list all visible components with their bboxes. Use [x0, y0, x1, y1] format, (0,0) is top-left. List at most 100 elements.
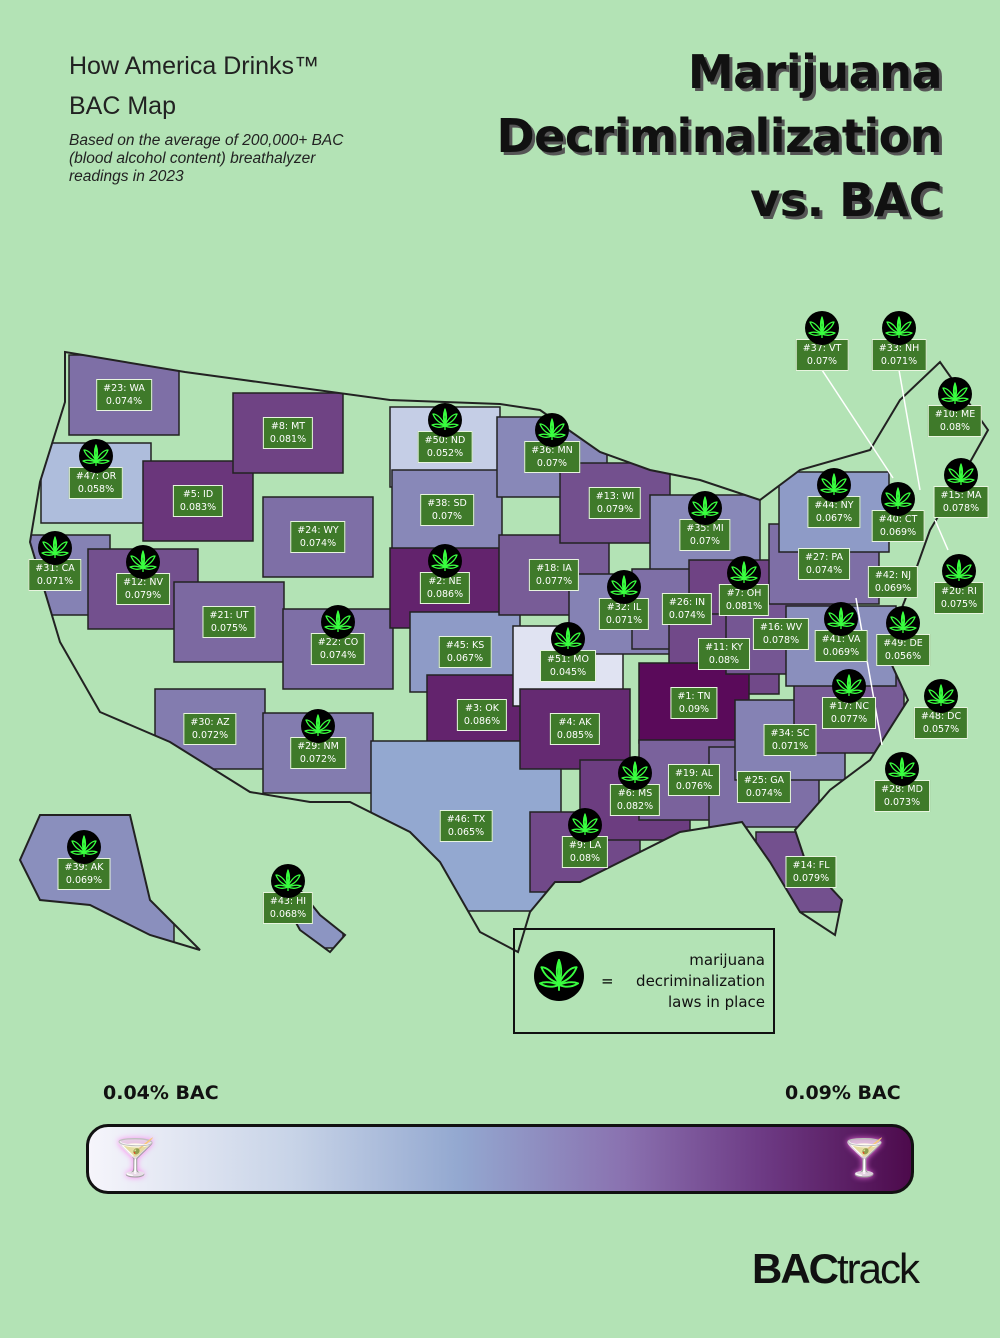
page-title: Marijuana Decriminalization vs. BAC: [496, 40, 942, 232]
state-bac: 0.067%: [815, 513, 853, 524]
state-rank: #36: MN: [531, 445, 573, 456]
state-rank: #50: ND: [424, 435, 466, 446]
state-rank: #51: MO: [547, 654, 589, 665]
state-rank: #1: TN: [677, 691, 711, 702]
state-bac: 0.072%: [191, 730, 229, 741]
cannabis-leaf-icon: [568, 808, 602, 842]
cannabis-leaf-icon: [942, 554, 976, 588]
cannabis-leaf-icon: [551, 622, 585, 656]
title-line: Marijuana: [687, 45, 943, 99]
state-rank: #38: SD: [427, 498, 467, 509]
state-label-ms: #6: MS 0.082%: [609, 784, 661, 816]
state-rank: #19: AL: [674, 768, 714, 779]
state-bac: 0.08%: [939, 422, 971, 433]
state-label-wy: #24: WY 0.074%: [290, 521, 346, 553]
state-rank: #15: MA: [940, 490, 982, 501]
cannabis-leaf-icon: [688, 491, 722, 525]
state-bac: 0.07%: [431, 511, 463, 522]
state-label-nj: #42: NJ 0.069%: [867, 566, 919, 598]
state-rank: #5: ID: [182, 489, 214, 500]
state-rank: #33: NH: [878, 343, 920, 354]
cannabis-leaf-icon: [618, 756, 652, 790]
title-line: Decriminalization: [496, 109, 942, 163]
state-label-ri: #20: RI 0.075%: [933, 582, 985, 614]
state-rank: #30: AZ: [190, 717, 230, 728]
state-bac: 0.09%: [678, 704, 710, 715]
cannabis-leaf-icon: [881, 482, 915, 516]
map-name: BAC Map: [69, 92, 176, 120]
cannabis-leaf-icon: [535, 413, 569, 447]
state-rank: #26: IN: [668, 597, 706, 608]
cannabis-leaf-icon: [79, 439, 113, 473]
brand-header: How America Drinks™ BAC Map: [69, 46, 319, 126]
cannabis-leaf-icon: [321, 605, 355, 639]
subtitle: Based on the average of 200,000+ BAC (bl…: [69, 132, 344, 185]
state-bac: 0.069%: [874, 583, 912, 594]
color-scale-bar: 🍸 🍸: [86, 1124, 914, 1194]
state-label-nd: #50: ND 0.052%: [417, 431, 473, 463]
state-bac: 0.074%: [805, 565, 843, 576]
state-rank: #39: AK: [64, 862, 104, 873]
state-bac: 0.045%: [549, 667, 587, 678]
scale-min-label: 0.04% BAC: [103, 1082, 219, 1104]
state-rank: #43: HI: [269, 896, 307, 907]
state-label-ky: #11: KY 0.08%: [698, 638, 750, 670]
state-bac: 0.074%: [745, 788, 783, 799]
state-bac: 0.076%: [675, 781, 713, 792]
state-bac: 0.073%: [883, 797, 921, 808]
cannabis-leaf-icon: [886, 606, 920, 640]
cannabis-leaf-icon: [38, 531, 72, 565]
state-rank: #37: VT: [802, 343, 842, 354]
state-bac: 0.08%: [708, 655, 740, 666]
state-label-tn: #1: TN 0.09%: [670, 687, 718, 719]
state-label-pa: #27: PA 0.074%: [798, 548, 850, 580]
state-region-id: [142, 460, 254, 542]
state-bac: 0.074%: [319, 650, 357, 661]
state-label-wa: #23: WA 0.074%: [96, 379, 152, 411]
state-rank: #22: CO: [317, 637, 359, 648]
cannabis-leaf-icon: [882, 311, 916, 345]
state-bac: 0.065%: [447, 827, 485, 838]
cannabis-leaf-icon: [885, 752, 919, 786]
state-bac: 0.086%: [426, 589, 464, 600]
state-label-mt: #8: MT 0.081%: [262, 417, 314, 449]
state-bac: 0.07%: [689, 536, 721, 547]
state-bac: 0.078%: [942, 503, 980, 514]
state-rank: #10: ME: [934, 409, 976, 420]
state-label-hi: #43: HI 0.068%: [262, 892, 314, 924]
state-bac: 0.086%: [463, 716, 501, 727]
cannabis-leaf-icon: [938, 377, 972, 411]
cannabis-leaf-icon: [727, 556, 761, 590]
state-bac: 0.075%: [940, 599, 978, 610]
state-bac: 0.069%: [879, 527, 917, 538]
state-rank: #2: NE: [428, 576, 462, 587]
state-label-sc: #34: SC 0.071%: [763, 724, 817, 756]
state-label-ok: #3: OK 0.086%: [456, 699, 508, 731]
state-rank: #49: DE: [883, 638, 923, 649]
state-bac: 0.069%: [65, 875, 103, 886]
cannabis-leaf-icon: [607, 570, 641, 604]
cannabis-leaf-icon: [428, 544, 462, 578]
state-rank: #14: FL: [792, 860, 830, 871]
state-bac: 0.074%: [105, 396, 143, 407]
legend-line: decriminalization: [636, 972, 765, 990]
state-bac: 0.081%: [725, 601, 763, 612]
state-rank: #42: NJ: [874, 570, 912, 581]
state-bac: 0.071%: [880, 356, 918, 367]
state-label-wv: #16: WV 0.078%: [752, 618, 810, 650]
bactrack-logo: BACtrack: [752, 1245, 920, 1292]
state-bac: 0.067%: [446, 653, 484, 664]
state-rank: #23: WA: [103, 383, 145, 394]
state-bac: 0.083%: [179, 502, 217, 513]
state-bac: 0.056%: [884, 651, 922, 662]
state-rank: #24: WY: [297, 525, 339, 536]
state-bac: 0.057%: [922, 724, 960, 735]
state-bac: 0.074%: [299, 538, 337, 549]
state-rank: #32: IL: [606, 602, 642, 613]
state-rank: #48: DC: [920, 711, 962, 722]
scale-max-label: 0.09% BAC: [785, 1082, 901, 1104]
state-rank: #28: MD: [881, 784, 923, 795]
state-label-ga: #25: GA 0.074%: [736, 771, 792, 803]
cannabis-leaf-icon: [534, 951, 584, 1001]
state-rank: #11: KY: [705, 642, 743, 653]
